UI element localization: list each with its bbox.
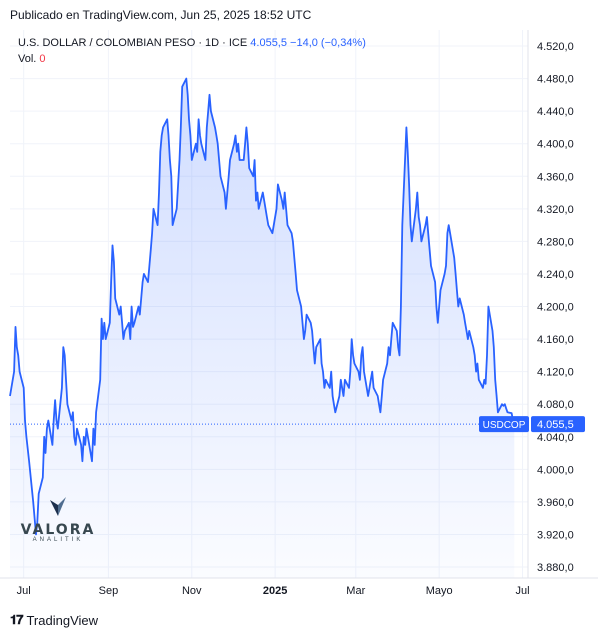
last-price: 4.055,5 <box>250 37 287 49</box>
y-tick-label: 4.080,0 <box>537 399 574 411</box>
price-area <box>10 78 515 578</box>
footer-brand-label: TradingView <box>26 612 99 628</box>
price-line <box>9 77 516 536</box>
symbol-tag: USDCOP <box>483 420 526 431</box>
price-tag: 4.055,5 <box>537 419 574 431</box>
price-line-series <box>9 77 516 536</box>
symbol-tag-bg <box>479 416 529 433</box>
y-tick-label: 3.920,0 <box>537 529 574 541</box>
chart-legend: U.S. DOLLAR / COLOMBIAN PESO · 1D · ICE … <box>18 35 366 67</box>
watermark-sub: ANALITIK <box>32 537 84 543</box>
y-tick-label: 4.120,0 <box>537 367 574 379</box>
price-tags: USDCOP 4.055,5 <box>479 416 585 433</box>
volume-label: Vol. <box>18 53 37 65</box>
price-tag-bg <box>531 416 585 433</box>
symbol-legend-row: U.S. DOLLAR / COLOMBIAN PESO · 1D · ICE … <box>18 35 366 51</box>
y-tick-label: 4.520,0 <box>537 41 574 53</box>
y-tick-label: 4.160,0 <box>537 334 574 346</box>
y-tick-label: 4.360,0 <box>537 171 574 183</box>
y-tick-label: 4.280,0 <box>537 236 574 248</box>
volume-value: 0 <box>39 53 46 65</box>
y-tick-label: 3.960,0 <box>537 497 574 509</box>
y-tick-label: 4.200,0 <box>537 302 574 314</box>
tradingview-logo-icon: 𝟏𝟕 <box>10 612 24 627</box>
published-caption: Publicado en TradingView.com, Jun 25, 20… <box>10 8 312 22</box>
y-tick-label: 4.000,0 <box>537 464 574 476</box>
footer-brand[interactable]: 𝟏𝟕 TradingView <box>10 612 98 628</box>
area-fill <box>10 78 515 578</box>
y-tick-label: 3.880,0 <box>537 562 574 574</box>
y-tick-label: 4.440,0 <box>537 106 574 118</box>
x-tick-label: Mayo <box>426 585 453 597</box>
y-tick-label: 4.320,0 <box>537 204 574 216</box>
x-tick-label: Jul <box>516 585 530 597</box>
x-axis[interactable]: Jul Sep Nov 2025 Mar Mayo Jul <box>0 577 598 597</box>
y-axis[interactable]: 4.520,0 4.480,0 4.440,0 4.400,0 4.360,0 4.320… <box>527 30 574 578</box>
valora-watermark: VALORA ANALITIK <box>20 497 96 543</box>
x-tick-label: Nov <box>182 585 202 597</box>
volume-legend-row: Vol. 0 <box>18 51 366 67</box>
x-tick-label: Mar <box>346 585 365 597</box>
x-tick-label: Sep <box>99 585 119 597</box>
y-tick-label: 4.240,0 <box>537 269 574 281</box>
price-change: −14,0 (−0,34%) <box>290 37 366 49</box>
valora-logo-icon <box>50 497 66 516</box>
symbol-title: U.S. DOLLAR / COLOMBIAN PESO · 1D · ICE <box>18 37 248 49</box>
y-tick-label: 4.480,0 <box>537 74 574 86</box>
x-tick-label: 2025 <box>263 585 287 597</box>
y-tick-label: 4.400,0 <box>537 139 574 151</box>
watermark-name: VALORA <box>20 522 96 538</box>
x-tick-label: Jul <box>17 585 31 597</box>
y-tick-label: 4.040,0 <box>537 432 574 444</box>
